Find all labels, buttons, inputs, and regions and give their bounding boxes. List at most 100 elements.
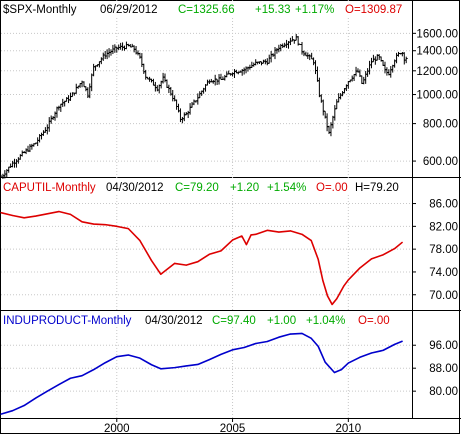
x-tick-label: 2005 [220, 423, 246, 435]
caputil-data-point [246, 244, 247, 245]
caputil-data-point [232, 239, 233, 240]
induproduct-open: O=.00 [358, 315, 390, 327]
induproduct-data-point [151, 364, 152, 365]
caputil-data-point [301, 234, 302, 235]
spx-close: C=1325.66 [178, 4, 235, 16]
caputil-data-point [220, 250, 221, 251]
caputil-open: O=.00 [316, 182, 348, 194]
caputil-data-point [70, 214, 71, 215]
caputil-data-point [209, 254, 210, 255]
caputil-data-point [371, 258, 372, 259]
caputil-data-point [24, 217, 25, 218]
induproduct-data-point [382, 350, 383, 351]
induproduct-data-point [348, 362, 349, 363]
y-tick-label: 80.00 [429, 386, 458, 398]
caputil-data-point [343, 286, 344, 287]
induproduct-header: INDUPRODUCT-Monthly 04/30/2012 C=97.40 +… [3, 315, 390, 327]
induproduct-data-point [267, 341, 268, 342]
induproduct-data-point [139, 358, 140, 359]
caputil-data-point [255, 234, 256, 235]
induproduct-data-point [318, 346, 319, 347]
induproduct-data-point [244, 347, 245, 348]
caputil-data-point [160, 274, 161, 275]
caputil-data-point [332, 304, 333, 305]
induproduct-data-point [70, 378, 71, 379]
y-tick-label: 78.00 [429, 244, 458, 256]
caputil-symbol: CAPUTIL-Monthly [3, 182, 96, 194]
caputil-data-point [105, 224, 106, 225]
caputil-data-point [322, 280, 323, 281]
induproduct-data-point [394, 344, 395, 345]
caputil-data-point [250, 234, 251, 235]
spx-date: 06/29/2012 [100, 4, 158, 16]
induproduct-data-point [232, 349, 233, 350]
caputil-data-point [348, 279, 349, 280]
induproduct-data-point [197, 364, 198, 365]
y-tick-label: 1200.00 [416, 66, 458, 78]
y-tick-label: 1000.00 [416, 90, 458, 102]
caputil-data-point [174, 263, 175, 264]
induproduct-data-point [81, 375, 82, 376]
induproduct-data-point [255, 343, 256, 344]
caputil-data-point [0, 212, 1, 213]
y-tick-label: 74.00 [429, 267, 458, 279]
induproduct-data-point [341, 369, 342, 370]
induproduct-data-point [128, 354, 129, 355]
induproduct-date: 04/30/2012 [145, 315, 203, 327]
caputil-data-point [151, 260, 152, 261]
caputil-data-point [267, 230, 268, 231]
induproduct-data-point [186, 365, 187, 366]
caputil-data-point [116, 226, 117, 227]
caputil-data-point [12, 215, 13, 216]
caputil-data-point [81, 221, 82, 222]
induproduct-data-point [105, 362, 106, 363]
y-tick-label: 1600.00 [416, 28, 458, 40]
y-tick-label: 600.00 [423, 156, 458, 168]
induproduct-change: +1.00 [267, 315, 296, 327]
induproduct-data-point [160, 368, 161, 369]
spx-change: +15.33 [255, 4, 291, 16]
induproduct-close: C=97.40 [212, 315, 256, 327]
caputil-change: +1.20 [230, 182, 259, 194]
induproduct-data-point [359, 357, 360, 358]
caputil-data-point [197, 261, 198, 262]
caputil-data-point [382, 254, 383, 255]
induproduct-data-point [301, 333, 302, 334]
induproduct-data-point [311, 338, 312, 339]
y-tick-label: 82.00 [429, 221, 458, 233]
caputil-data-point [35, 215, 36, 216]
x-tick-label: 2000 [104, 423, 130, 435]
y-tick-label: 86.00 [429, 199, 458, 211]
induproduct-data-point [325, 362, 326, 363]
caputil-header: CAPUTIL-Monthly 04/30/2012 C=79.20 +1.20… [3, 182, 399, 194]
caputil-data-point [327, 295, 328, 296]
caputil-data-point [47, 213, 48, 214]
spx-symbol: $SPX-Monthly [3, 4, 77, 16]
induproduct-symbol: INDUPRODUCT-Monthly [3, 315, 132, 327]
caputil-data-point [402, 242, 403, 243]
caputil-data-point [93, 223, 94, 224]
caputil-data-point [186, 265, 187, 266]
induproduct-data-point [220, 354, 221, 355]
caputil-data-point [318, 259, 319, 260]
caputil-data-point [311, 240, 312, 241]
induproduct-data-point [47, 391, 48, 392]
y-tick-label: 96.00 [429, 340, 458, 352]
induproduct-data-point [12, 410, 13, 411]
induproduct-data-point [0, 414, 1, 415]
induproduct-data-point [278, 337, 279, 338]
spx-pct: +1.17% [295, 4, 334, 16]
caputil-data-point [128, 228, 129, 229]
induproduct-data-point [24, 405, 25, 406]
caputil-data-point [278, 231, 279, 232]
x-tick-label: 2010 [336, 423, 362, 435]
caputil-data-point [394, 248, 395, 249]
y-tick-label: 70.00 [429, 290, 458, 302]
y-tick-label: 800.00 [423, 119, 458, 131]
caputil-data-point [241, 235, 242, 236]
induproduct-data-point [35, 397, 36, 398]
induproduct-data-point [402, 341, 403, 342]
induproduct-data-point [209, 359, 210, 360]
caputil-data-point [58, 211, 59, 212]
